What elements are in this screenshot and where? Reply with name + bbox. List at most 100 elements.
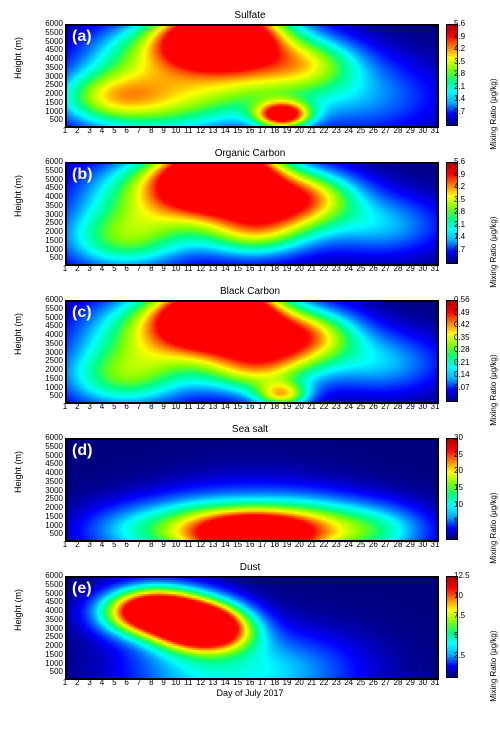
y-tick: 3500 — [35, 477, 63, 486]
y-tick: 5000 — [35, 175, 63, 184]
x-tick: 31 — [429, 264, 441, 273]
x-tick: 13 — [207, 126, 219, 135]
x-tick: 6 — [121, 540, 133, 549]
x-tick: 27 — [380, 264, 392, 273]
x-tick: 2 — [71, 264, 83, 273]
x-tick: 23 — [330, 678, 342, 687]
colorbar-tick: 2.1 — [454, 82, 484, 91]
x-tick: 2 — [71, 678, 83, 687]
y-tick: 1500 — [35, 650, 63, 659]
y-tick: 3000 — [35, 72, 63, 81]
x-tick: 7 — [133, 264, 145, 273]
colorbar-tick: 2.8 — [454, 69, 484, 78]
x-tick: 25 — [355, 678, 367, 687]
x-tick: 10 — [170, 678, 182, 687]
y-axis-label: Height (m) — [13, 313, 23, 355]
x-tick: 29 — [404, 678, 416, 687]
colorbar-tick: 0.07 — [454, 383, 484, 392]
x-tick: 20 — [293, 678, 305, 687]
x-tick: 31 — [429, 402, 441, 411]
x-tick: 16 — [244, 126, 256, 135]
colorbar-tick: 2.5 — [454, 651, 484, 660]
panel-title: Sea salt — [10, 424, 490, 435]
x-tick: 3 — [84, 540, 96, 549]
x-tick: 18 — [269, 678, 281, 687]
x-tick: 18 — [269, 402, 281, 411]
x-tick: 10 — [170, 126, 182, 135]
x-tick: 12 — [195, 678, 207, 687]
x-tick: 8 — [145, 540, 157, 549]
colorbar-tick: 4.2 — [454, 44, 484, 53]
x-tick: 3 — [84, 678, 96, 687]
x-tick: 1 — [59, 126, 71, 135]
y-tick: 2500 — [35, 218, 63, 227]
colorbar-tick: 0.56 — [454, 295, 484, 304]
colorbar-tick: 0.7 — [454, 107, 484, 116]
x-tick: 19 — [281, 126, 293, 135]
y-tick: 2000 — [35, 503, 63, 512]
x-tick: 31 — [429, 678, 441, 687]
panel-letter-label: (d) — [72, 442, 92, 460]
x-tick: 20 — [293, 402, 305, 411]
y-axis-label: Height (m) — [13, 451, 23, 493]
y-tick: 4500 — [35, 183, 63, 192]
x-tick: 28 — [392, 540, 404, 549]
y-tick: 5000 — [35, 451, 63, 460]
colorbar-tick: 0 — [454, 533, 484, 542]
colorbar-tick: 0.35 — [454, 333, 484, 342]
y-tick: 1500 — [35, 236, 63, 245]
x-tick: 17 — [256, 540, 268, 549]
panel-c: Black Carbon(c)Height (m)500100015002000… — [10, 286, 490, 416]
x-tick: 9 — [158, 678, 170, 687]
x-tick: 15 — [232, 264, 244, 273]
x-tick: 31 — [429, 540, 441, 549]
x-tick: 22 — [318, 264, 330, 273]
x-tick: 31 — [429, 126, 441, 135]
x-tick: 6 — [121, 126, 133, 135]
x-tick: 13 — [207, 678, 219, 687]
colorbar-tick: 0.14 — [454, 370, 484, 379]
x-tick: 18 — [269, 540, 281, 549]
y-tick: 2000 — [35, 365, 63, 374]
y-tick: 5500 — [35, 442, 63, 451]
x-tick: 26 — [367, 678, 379, 687]
x-tick: 9 — [158, 264, 170, 273]
x-tick: 21 — [306, 264, 318, 273]
panel-title: Organic Carbon — [10, 148, 490, 159]
x-tick: 27 — [380, 126, 392, 135]
y-tick: 4500 — [35, 459, 63, 468]
x-tick: 25 — [355, 126, 367, 135]
x-tick: 23 — [330, 264, 342, 273]
x-tick: 9 — [158, 402, 170, 411]
x-tick: 25 — [355, 540, 367, 549]
x-tick: 15 — [232, 678, 244, 687]
y-tick: 2000 — [35, 227, 63, 236]
colorbar-label: Mixing Ratio (μg/kg) — [489, 217, 498, 288]
y-tick: 2500 — [35, 356, 63, 365]
y-tick: 3500 — [35, 615, 63, 624]
y-tick: 1000 — [35, 659, 63, 668]
colorbar-tick: 0.42 — [454, 320, 484, 329]
x-tick: 7 — [133, 540, 145, 549]
colorbar-tick: 7.5 — [454, 611, 484, 620]
y-tick: 2500 — [35, 632, 63, 641]
y-tick: 5500 — [35, 28, 63, 37]
x-tick: 25 — [355, 402, 367, 411]
x-tick: 6 — [121, 402, 133, 411]
x-tick: 6 — [121, 678, 133, 687]
x-tick: 21 — [306, 126, 318, 135]
plot-area — [65, 438, 439, 542]
chart-container: Sulfate(a)Height (m)50010001500200025003… — [10, 10, 490, 702]
panel-e: Dust(e)Height (m)50010001500200025003000… — [10, 562, 490, 702]
x-tick: 12 — [195, 402, 207, 411]
x-tick: 29 — [404, 540, 416, 549]
y-tick: 500 — [35, 391, 63, 400]
x-tick: 23 — [330, 540, 342, 549]
x-tick: 8 — [145, 126, 157, 135]
y-tick: 4000 — [35, 606, 63, 615]
x-tick: 1 — [59, 264, 71, 273]
y-tick: 5000 — [35, 313, 63, 322]
x-tick: 9 — [158, 126, 170, 135]
y-axis-label: Height (m) — [13, 37, 23, 79]
y-tick: 3000 — [35, 348, 63, 357]
